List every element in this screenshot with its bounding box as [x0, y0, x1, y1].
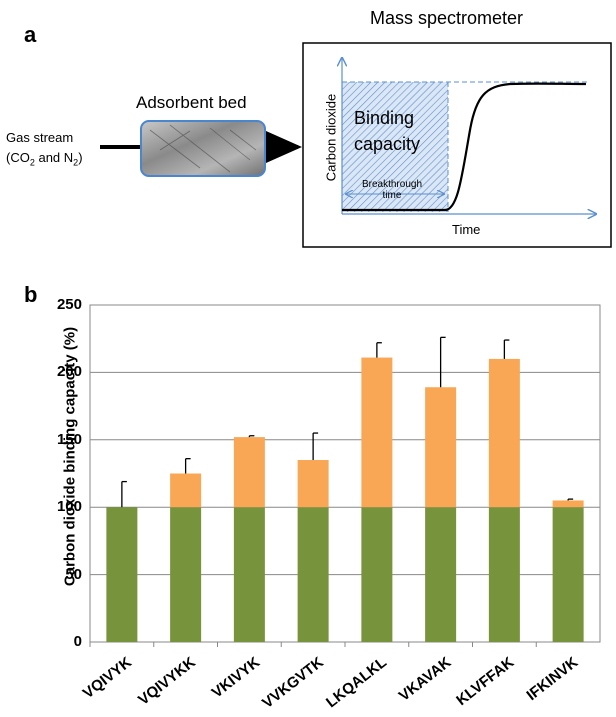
gas-stream-label: Gas stream (CO2 and N2) [6, 128, 83, 173]
bar-increase-segment [361, 357, 393, 508]
bar-base-segment [552, 507, 584, 642]
bar-base-segment [297, 507, 329, 642]
bar-base-segment [170, 507, 202, 642]
schematic-diagram [100, 42, 612, 248]
panel-a-label: a [24, 22, 37, 47]
bar-base-segment [233, 507, 265, 642]
ms-x-axis-label: Time [452, 222, 481, 237]
plot-frame [89, 304, 601, 643]
mass-spectrometer-title: Mass spectrometer [370, 8, 524, 28]
bar-increase-segment [297, 460, 329, 508]
breakthrough-time-label: Breakthrough time [361, 179, 423, 201]
bar-base-segment [488, 507, 520, 642]
bar-increase-segment [233, 437, 265, 508]
bar-base-segment [106, 507, 138, 642]
panel-b-label: b [24, 282, 38, 307]
bar-increase-segment [170, 473, 202, 508]
y-tick-label: 50 [65, 565, 82, 583]
y-tick-label: 0 [73, 633, 82, 650]
mass-spectrometer-box [302, 42, 612, 248]
gas-stream-line2: (CO2 and N2) [6, 150, 83, 168]
gas-stream-line1: Gas stream [6, 130, 74, 145]
ms-y-axis-label: Carbon dioxide [323, 93, 339, 182]
y-tick-label: 150 [56, 430, 82, 448]
bar-base-segment [425, 507, 457, 642]
y-tick-label: 250 [56, 296, 82, 313]
bar-base-segment [361, 507, 393, 642]
adsorbent-bed-title: Adsorbent bed [136, 93, 247, 112]
y-tick-label: 200 [56, 363, 82, 381]
bar-increase-segment [552, 500, 584, 508]
bar-increase-segment [488, 358, 520, 508]
breakthrough-curve [342, 82, 587, 212]
bar-increase-segment [425, 387, 457, 508]
adsorbent-bed [140, 120, 266, 177]
y-tick-label: 100 [56, 498, 82, 516]
bed-texture [149, 124, 257, 173]
binding-capacity-label: Binding capacity [354, 108, 421, 154]
bar-chart [89, 304, 601, 647]
